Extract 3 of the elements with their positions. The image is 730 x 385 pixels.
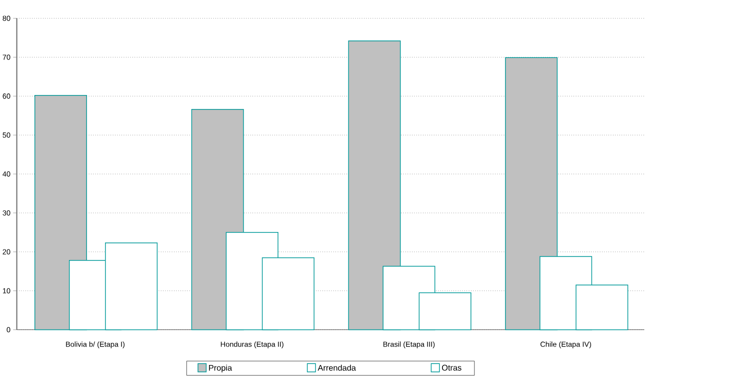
legend-label: Arrendada — [318, 364, 356, 370]
legend-label: Propia — [209, 364, 232, 372]
legend-label: Otras — [442, 364, 462, 370]
